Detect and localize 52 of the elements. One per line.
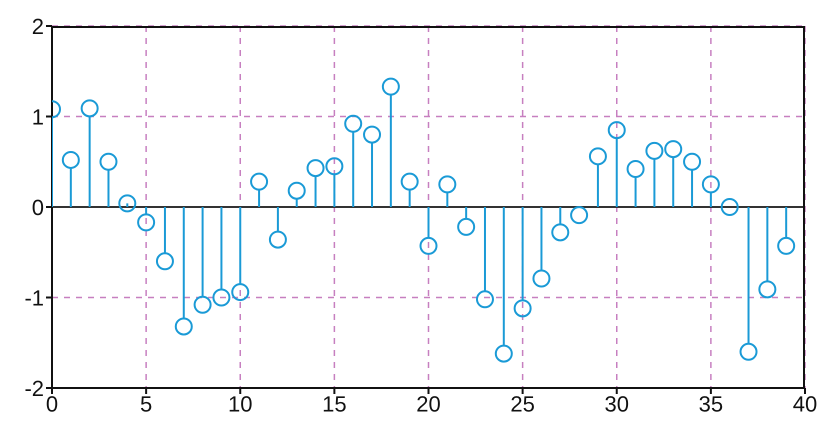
point bbox=[99, 152, 118, 171]
point bbox=[532, 269, 550, 288]
point bbox=[156, 252, 174, 270]
y-tick-label: 0 bbox=[32, 194, 44, 220]
point bbox=[664, 140, 682, 158]
point bbox=[570, 206, 588, 224]
point bbox=[420, 236, 438, 255]
point bbox=[740, 342, 758, 361]
point bbox=[80, 99, 99, 118]
point bbox=[231, 283, 250, 302]
point bbox=[212, 288, 230, 306]
point bbox=[306, 159, 325, 178]
x-tick-label: 35 bbox=[698, 392, 724, 417]
x-tick-label: 20 bbox=[416, 392, 441, 417]
x-tick-label: 30 bbox=[604, 392, 629, 417]
point bbox=[683, 152, 702, 171]
x-tick-label: 5 bbox=[140, 392, 152, 417]
point bbox=[551, 223, 570, 242]
point bbox=[758, 280, 776, 298]
point bbox=[268, 230, 287, 249]
point bbox=[250, 172, 268, 191]
point bbox=[344, 114, 362, 133]
point bbox=[720, 198, 739, 216]
y-tick-label: 1 bbox=[32, 104, 44, 130]
point bbox=[514, 299, 532, 318]
point bbox=[137, 213, 156, 232]
point bbox=[476, 290, 494, 308]
y-tick-label: -1 bbox=[24, 285, 44, 310]
point bbox=[363, 126, 382, 144]
point bbox=[174, 317, 193, 336]
x-tick-label: 25 bbox=[510, 392, 535, 417]
point bbox=[457, 218, 476, 236]
x-tick-label: 40 bbox=[792, 392, 818, 417]
point bbox=[400, 172, 419, 191]
point bbox=[62, 150, 80, 169]
point bbox=[118, 194, 136, 212]
point bbox=[288, 182, 306, 200]
point bbox=[702, 175, 720, 194]
point bbox=[608, 121, 626, 140]
point bbox=[645, 142, 664, 160]
point bbox=[194, 296, 212, 314]
x-tick-label: 10 bbox=[228, 392, 252, 417]
point bbox=[438, 175, 456, 194]
y-tick-label: 2 bbox=[32, 14, 44, 39]
point bbox=[588, 147, 607, 166]
point bbox=[325, 157, 344, 176]
point bbox=[382, 78, 400, 96]
x-tick-label: 15 bbox=[322, 392, 347, 417]
y-tick-label: -2 bbox=[24, 376, 44, 401]
point bbox=[626, 160, 645, 178]
point bbox=[494, 344, 513, 363]
point bbox=[777, 236, 796, 255]
